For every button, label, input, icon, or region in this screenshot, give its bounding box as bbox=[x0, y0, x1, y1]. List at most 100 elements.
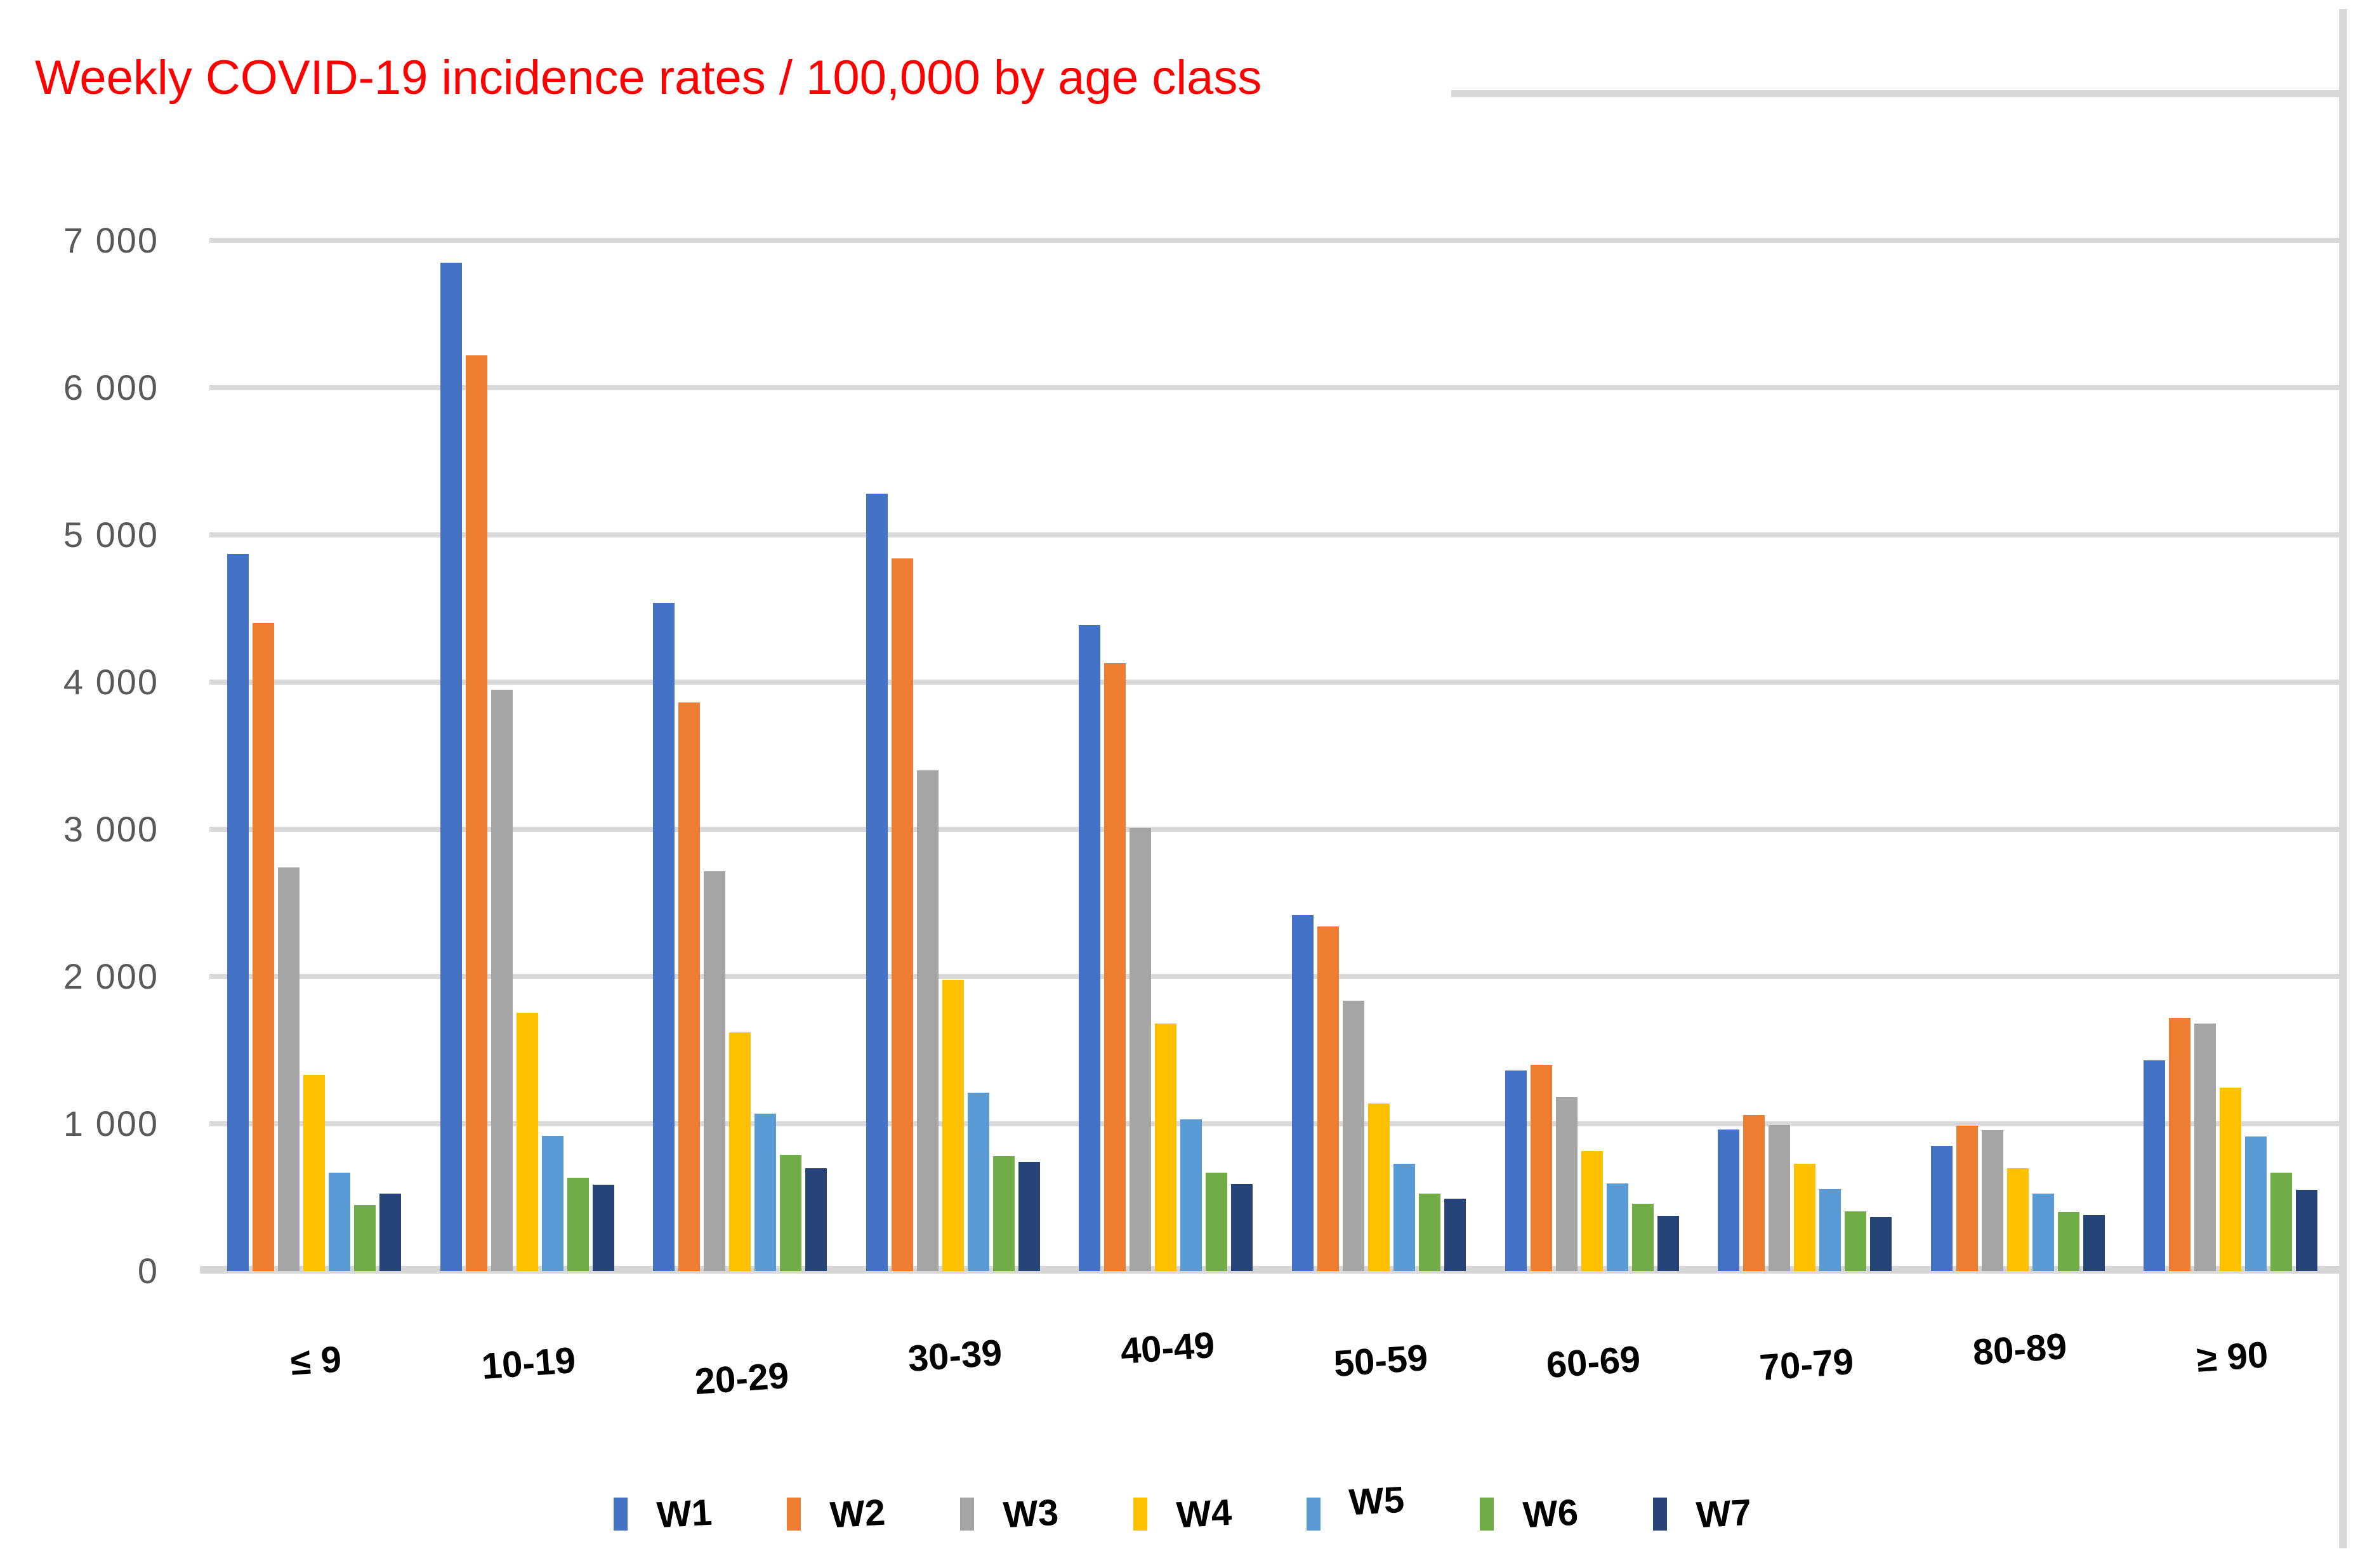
bar-W7-cat8 bbox=[2083, 1215, 2105, 1271]
bar-W5-cat2 bbox=[754, 1113, 777, 1271]
bar-W1-cat9 bbox=[2144, 1060, 2166, 1271]
legend-item-W3: W3 bbox=[960, 1491, 1060, 1536]
x-label-8: 80-89 bbox=[1971, 1325, 2068, 1374]
bar-W1-cat4 bbox=[1079, 624, 1101, 1271]
x-label-3: 30-39 bbox=[906, 1331, 1003, 1380]
bar-W4-cat9 bbox=[2220, 1088, 2242, 1271]
bar-W2-cat3 bbox=[891, 558, 913, 1271]
x-label-2: 20-29 bbox=[693, 1354, 791, 1403]
bar-W3-cat0 bbox=[278, 867, 300, 1271]
legend-item-W2: W2 bbox=[787, 1491, 886, 1536]
y-tick-label-4000: 4 000 bbox=[63, 662, 159, 702]
plot-area bbox=[200, 93, 2339, 1274]
bar-W4-cat8 bbox=[2006, 1168, 2029, 1271]
bar-W2-cat0 bbox=[253, 623, 274, 1271]
bar-W6-cat8 bbox=[2057, 1212, 2079, 1271]
legend-swatch-W5 bbox=[1307, 1497, 1321, 1531]
gridline-2000 bbox=[209, 974, 2339, 979]
bar-W3-cat4 bbox=[1130, 827, 1152, 1271]
bar-W4-cat7 bbox=[1794, 1163, 1816, 1271]
bar-W1-cat0 bbox=[227, 554, 249, 1271]
right-gray-strip bbox=[2339, 9, 2347, 1548]
x-label-1: 10-19 bbox=[480, 1339, 577, 1388]
bar-cluster-7 bbox=[1718, 93, 1892, 1271]
bar-W6-cat9 bbox=[2270, 1172, 2293, 1271]
bar-W6-cat1 bbox=[567, 1177, 589, 1271]
y-tick-label-3000: 3 000 bbox=[63, 809, 159, 849]
bar-W5-cat9 bbox=[2245, 1136, 2267, 1271]
legend-label-W3: W3 bbox=[1002, 1491, 1060, 1536]
bar-W1-cat2 bbox=[653, 602, 675, 1271]
bar-cluster-6 bbox=[1505, 93, 1679, 1271]
bar-cluster-2 bbox=[653, 93, 827, 1271]
x-label-9: ≥ 90 bbox=[2195, 1334, 2270, 1380]
bar-W1-cat8 bbox=[1930, 1145, 1953, 1271]
y-tick-label-5000: 5 000 bbox=[63, 515, 159, 555]
bar-W5-cat6 bbox=[1606, 1183, 1628, 1271]
legend-item-W5: W5 bbox=[1307, 1479, 1406, 1535]
legend-label-W6: W6 bbox=[1522, 1491, 1579, 1536]
bar-W1-cat3 bbox=[866, 494, 888, 1271]
bar-W7-cat1 bbox=[592, 1185, 614, 1271]
bar-W4-cat1 bbox=[516, 1012, 538, 1271]
bar-W7-cat6 bbox=[1657, 1216, 1679, 1271]
legend-label-W2: W2 bbox=[829, 1491, 886, 1536]
bar-W6-cat2 bbox=[780, 1154, 802, 1271]
bar-W4-cat3 bbox=[942, 979, 964, 1271]
legend-label-W4: W4 bbox=[1175, 1491, 1233, 1536]
bar-W3-cat5 bbox=[1343, 1001, 1364, 1271]
bar-W3-cat6 bbox=[1555, 1097, 1578, 1271]
bar-W6-cat7 bbox=[1845, 1211, 1867, 1271]
bar-W5-cat1 bbox=[541, 1135, 563, 1271]
bar-W5-cat5 bbox=[1393, 1163, 1415, 1271]
gridline-8000-partial bbox=[1451, 90, 2347, 97]
bar-W6-cat4 bbox=[1206, 1172, 1228, 1271]
y-tick-label-6000: 6 000 bbox=[63, 367, 159, 407]
legend-item-W7: W7 bbox=[1653, 1492, 1753, 1536]
bar-cluster-9 bbox=[2144, 93, 2318, 1271]
bar-W1-cat6 bbox=[1505, 1071, 1527, 1271]
bar-cluster-5 bbox=[1292, 93, 1466, 1271]
chart-title: Weekly COVID-19 incidence rates / 100,00… bbox=[35, 50, 1262, 105]
y-tick-label-7000: 7 000 bbox=[63, 220, 159, 260]
bar-cluster-4 bbox=[1079, 93, 1253, 1271]
legend-swatch-W6 bbox=[1480, 1497, 1494, 1531]
bar-W4-cat5 bbox=[1368, 1103, 1390, 1271]
legend-swatch-W7 bbox=[1653, 1497, 1667, 1531]
bar-W1-cat1 bbox=[440, 262, 462, 1271]
gridline-6000 bbox=[209, 385, 2339, 390]
bar-W2-cat4 bbox=[1104, 662, 1126, 1271]
y-tick-label-2000: 2 000 bbox=[63, 956, 159, 996]
bar-W6-cat3 bbox=[992, 1156, 1015, 1271]
bar-W3-cat1 bbox=[491, 689, 513, 1271]
bar-W2-cat2 bbox=[678, 702, 701, 1271]
y-tick-label-1000: 1 000 bbox=[63, 1104, 159, 1143]
bar-W5-cat0 bbox=[329, 1172, 350, 1271]
legend-swatch-W4 bbox=[1133, 1497, 1147, 1531]
legend-item-W6: W6 bbox=[1480, 1491, 1579, 1536]
bar-W3-cat9 bbox=[2194, 1024, 2217, 1271]
bar-W2-cat6 bbox=[1530, 1065, 1552, 1271]
bar-W2-cat9 bbox=[2169, 1017, 2191, 1271]
x-label-4: 40-49 bbox=[1119, 1324, 1216, 1373]
bar-W6-cat0 bbox=[354, 1204, 376, 1271]
bar-W2-cat7 bbox=[1743, 1115, 1765, 1271]
bar-W4-cat4 bbox=[1155, 1024, 1177, 1271]
bar-W5-cat8 bbox=[2032, 1194, 2054, 1271]
bar-W7-cat3 bbox=[1018, 1162, 1040, 1271]
legend: W1 W2 W3 W4 W5 W6 W7 bbox=[0, 1479, 2365, 1536]
gridline-5000 bbox=[209, 532, 2339, 537]
x-label-5: 50-59 bbox=[1332, 1336, 1430, 1385]
bar-W3-cat3 bbox=[916, 770, 939, 1271]
bar-W2-cat8 bbox=[1956, 1126, 1978, 1271]
legend-item-W4: W4 bbox=[1133, 1491, 1233, 1536]
bar-cluster-3 bbox=[866, 93, 1040, 1271]
bar-W6-cat6 bbox=[1631, 1204, 1654, 1271]
bar-W5-cat4 bbox=[1180, 1119, 1202, 1271]
legend-label-W5: W5 bbox=[1348, 1479, 1406, 1524]
bar-W5-cat3 bbox=[967, 1093, 989, 1271]
bar-W2-cat5 bbox=[1317, 926, 1339, 1271]
bar-W3-cat2 bbox=[704, 871, 726, 1271]
gridline-4000 bbox=[209, 680, 2339, 685]
bar-W7-cat7 bbox=[1870, 1217, 1892, 1271]
